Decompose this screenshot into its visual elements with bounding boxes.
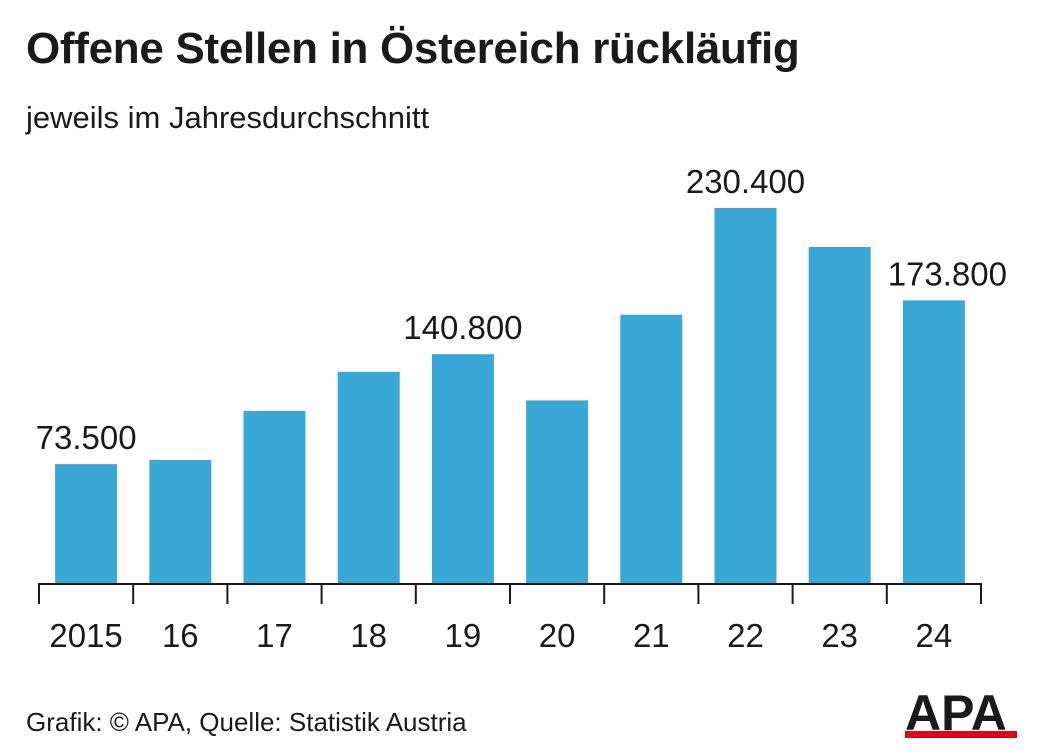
x-tick-label-24: 24 (916, 617, 953, 654)
bar-20 (526, 400, 589, 584)
apa-logo: APA (905, 690, 1017, 740)
bar-22 (714, 208, 777, 584)
x-tick-label-2015: 2015 (49, 617, 122, 654)
x-tick-label-16: 16 (162, 617, 199, 654)
bar-2015 (55, 464, 118, 584)
apa-logo-red-bar (905, 731, 1017, 738)
x-tick-label-21: 21 (633, 617, 670, 654)
x-tick-label-17: 17 (256, 617, 293, 654)
bar-16 (149, 460, 212, 584)
chart-subtitle: jeweils im Jahresdurchschnitt (26, 100, 430, 135)
x-tick-label-19: 19 (445, 617, 482, 654)
source-credit: Grafik: © APA, Quelle: Statistik Austria (26, 707, 467, 737)
bar-21 (620, 314, 683, 584)
data-label-2015: 73.500 (36, 419, 137, 456)
data-label-19: 140.800 (403, 309, 522, 346)
data-label-22: 230.400 (686, 163, 805, 200)
bar-chart: 73.500 2015 16 17 18 140.800 19 20 21 230.400 22 23… (36, 163, 1007, 654)
bar-24 (902, 300, 965, 584)
x-tick-label-18: 18 (350, 617, 387, 654)
bar-23 (808, 247, 871, 584)
x-tick-label-20: 20 (539, 617, 576, 654)
bar-19 (431, 354, 494, 584)
data-label-24: 173.800 (888, 255, 1007, 292)
bar-17 (243, 411, 306, 584)
x-tick-label-22: 22 (727, 617, 764, 654)
x-tick-label-23: 23 (821, 617, 858, 654)
chart-title: Offene Stellen in Östereich rückläufig (26, 24, 800, 73)
bar-18 (337, 371, 400, 584)
